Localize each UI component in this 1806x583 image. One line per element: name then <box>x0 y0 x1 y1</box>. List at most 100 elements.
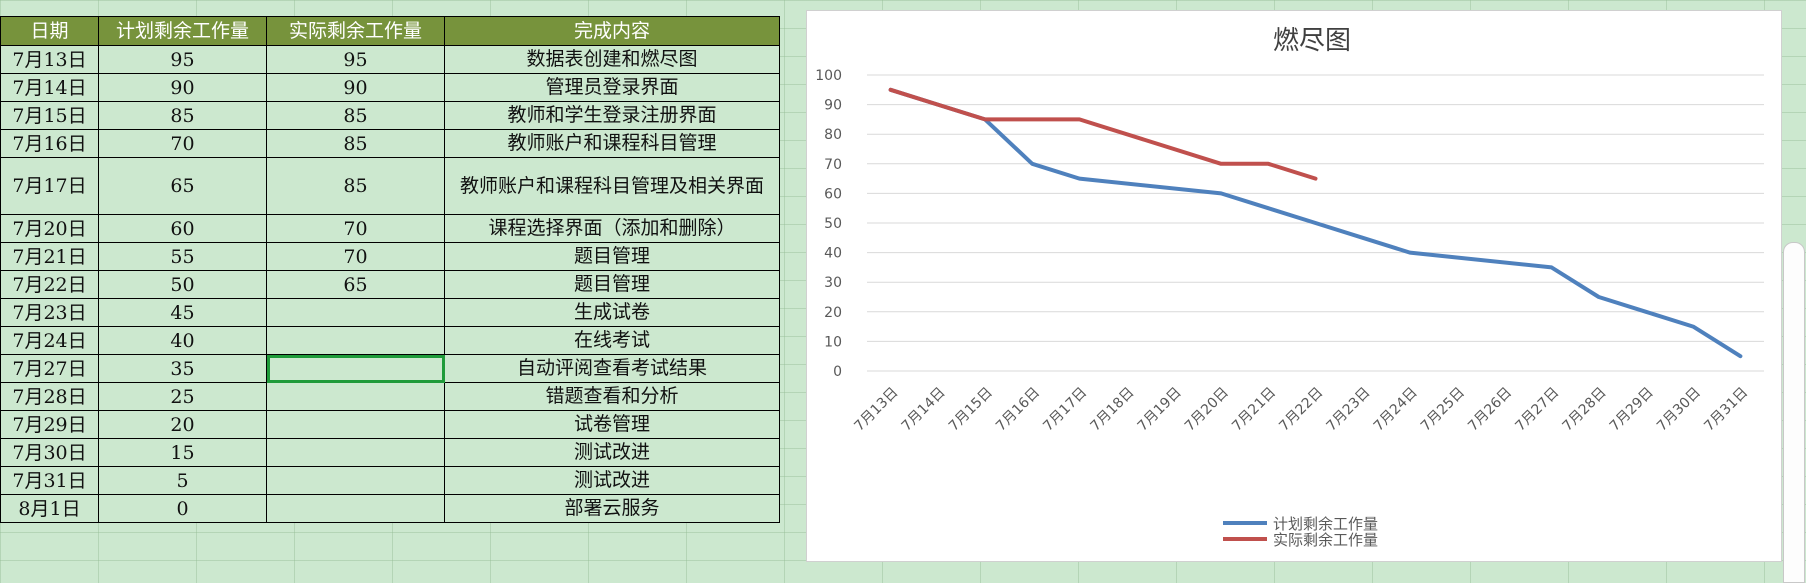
cell-actual[interactable]: 85 <box>266 129 445 158</box>
cell-content[interactable]: 管理员登录界面 <box>444 73 780 102</box>
cell-planned[interactable]: 40 <box>98 326 267 355</box>
table-row: 7月22日 50 65 题目管理 <box>0 270 780 299</box>
table-row: 7月29日 20 试卷管理 <box>0 410 780 439</box>
cell-actual[interactable]: 95 <box>266 45 445 74</box>
cell-actual[interactable]: 90 <box>266 73 445 102</box>
cell-date[interactable]: 7月17日 <box>0 157 99 215</box>
cell-actual[interactable]: 85 <box>266 157 445 215</box>
cell-planned[interactable]: 5 <box>98 466 267 495</box>
cell-date[interactable]: 7月16日 <box>0 129 99 158</box>
chart-title: 燃尽图 <box>1273 26 1351 56</box>
x-tick-label: 7月25日 <box>1418 385 1468 435</box>
table-row: 7月15日 85 85 教师和学生登录注册界面 <box>0 101 780 130</box>
table-row: 7月17日 65 85 教师账户和课程科目管理及相关界面 <box>0 157 780 215</box>
cell-planned[interactable]: 45 <box>98 298 267 327</box>
cell-content[interactable]: 试卷管理 <box>444 410 780 439</box>
cell-planned[interactable]: 50 <box>98 270 267 299</box>
cell-content[interactable]: 自动评阅查看考试结果 <box>444 354 780 383</box>
cell-planned[interactable]: 70 <box>98 129 267 158</box>
cell-planned[interactable]: 35 <box>98 354 267 383</box>
vertical-scrollbar[interactable] <box>1783 242 1805 583</box>
cell-planned[interactable]: 95 <box>98 45 267 74</box>
cell-date[interactable]: 7月28日 <box>0 382 99 411</box>
y-tick-label: 30 <box>824 275 842 291</box>
cell-content[interactable]: 在线考试 <box>444 326 780 355</box>
cell-date[interactable]: 7月27日 <box>0 354 99 383</box>
cell-planned[interactable]: 85 <box>98 101 267 130</box>
cell-actual[interactable] <box>266 438 445 467</box>
legend-label: 计划剩余工作量 <box>1273 515 1378 533</box>
cell-actual[interactable]: 85 <box>266 101 445 130</box>
x-tick-label: 7月30日 <box>1654 385 1704 435</box>
header-date[interactable]: 日期 <box>0 16 99 46</box>
worksheet-table: 日期 计划剩余工作量 实际剩余工作量 完成内容 7月13日 95 95 数据表创建和燃… <box>0 16 780 523</box>
cell-date[interactable]: 7月29日 <box>0 410 99 439</box>
table-row: 8月1日 0 部署云服务 <box>0 494 780 523</box>
cell-content[interactable]: 课程选择界面（添加和删除） <box>444 214 780 243</box>
cell-content[interactable]: 题目管理 <box>444 270 780 299</box>
cell-date[interactable]: 7月20日 <box>0 214 99 243</box>
series-line-planned[interactable] <box>888 87 1743 359</box>
cell-date[interactable]: 7月31日 <box>0 466 99 495</box>
cell-planned[interactable]: 0 <box>98 494 267 523</box>
cell-date[interactable]: 7月15日 <box>0 101 99 130</box>
y-tick-label: 80 <box>824 127 842 143</box>
cell-content[interactable]: 生成试卷 <box>444 298 780 327</box>
cell-date[interactable]: 7月24日 <box>0 326 99 355</box>
x-tick-label: 7月19日 <box>1135 385 1185 435</box>
header-content[interactable]: 完成内容 <box>444 16 780 46</box>
cell-content[interactable]: 教师和学生登录注册界面 <box>444 101 780 130</box>
cell-date[interactable]: 7月23日 <box>0 298 99 327</box>
cell-planned[interactable]: 55 <box>98 242 267 271</box>
cell-actual[interactable] <box>266 354 445 383</box>
cell-date[interactable]: 7月22日 <box>0 270 99 299</box>
cell-content[interactable]: 教师账户和课程科目管理及相关界面 <box>444 157 780 215</box>
x-tick-label: 7月21日 <box>1229 385 1279 435</box>
cell-date[interactable]: 7月21日 <box>0 242 99 271</box>
cell-planned[interactable]: 25 <box>98 382 267 411</box>
x-tick-label: 7月13日 <box>851 385 901 435</box>
series-line-actual[interactable] <box>888 87 1318 181</box>
cell-date[interactable]: 7月14日 <box>0 73 99 102</box>
burndown-chart[interactable]: 燃尽图 0 10 20 30 40 50 60 70 80 90 100 7月13日 7月14日 7月1… <box>806 10 1782 562</box>
header-actual[interactable]: 实际剩余工作量 <box>266 16 445 46</box>
cell-content[interactable]: 教师账户和课程科目管理 <box>444 129 780 158</box>
cell-planned[interactable]: 60 <box>98 214 267 243</box>
y-tick-label: 90 <box>824 98 842 114</box>
chart-series <box>888 87 1743 359</box>
cell-date[interactable]: 7月30日 <box>0 438 99 467</box>
cell-content[interactable]: 测试改进 <box>444 438 780 467</box>
cell-actual[interactable]: 70 <box>266 242 445 271</box>
cell-date[interactable]: 8月1日 <box>0 494 99 523</box>
cell-planned[interactable]: 90 <box>98 73 267 102</box>
cell-actual[interactable] <box>266 382 445 411</box>
cell-content[interactable]: 测试改进 <box>444 466 780 495</box>
cell-actual[interactable] <box>266 298 445 327</box>
cell-date[interactable]: 7月13日 <box>0 45 99 74</box>
x-tick-label: 7月24日 <box>1371 385 1421 435</box>
cell-planned[interactable]: 65 <box>98 157 267 215</box>
header-planned[interactable]: 计划剩余工作量 <box>98 16 267 46</box>
x-tick-label: 7月27日 <box>1512 385 1562 435</box>
x-tick-label: 7月16日 <box>993 385 1043 435</box>
y-tick-label: 20 <box>824 305 842 321</box>
cell-content[interactable]: 错题查看和分析 <box>444 382 780 411</box>
table-row: 7月21日 55 70 题目管理 <box>0 242 780 271</box>
cell-actual[interactable]: 65 <box>266 270 445 299</box>
x-tick-label: 7月17日 <box>1040 385 1090 435</box>
cell-planned[interactable]: 15 <box>98 438 267 467</box>
cell-actual[interactable]: 70 <box>266 214 445 243</box>
y-tick-label: 40 <box>824 246 842 262</box>
cell-actual[interactable] <box>266 466 445 495</box>
y-axis-ticks: 0 10 20 30 40 50 60 70 80 90 100 <box>815 68 842 380</box>
cell-content[interactable]: 数据表创建和燃尽图 <box>444 45 780 74</box>
cell-content[interactable]: 部署云服务 <box>444 494 780 523</box>
cell-actual[interactable] <box>266 494 445 523</box>
cell-planned[interactable]: 20 <box>98 410 267 439</box>
cell-content[interactable]: 题目管理 <box>444 242 780 271</box>
cell-actual[interactable] <box>266 326 445 355</box>
y-tick-label: 100 <box>815 68 842 84</box>
cell-actual[interactable] <box>266 410 445 439</box>
